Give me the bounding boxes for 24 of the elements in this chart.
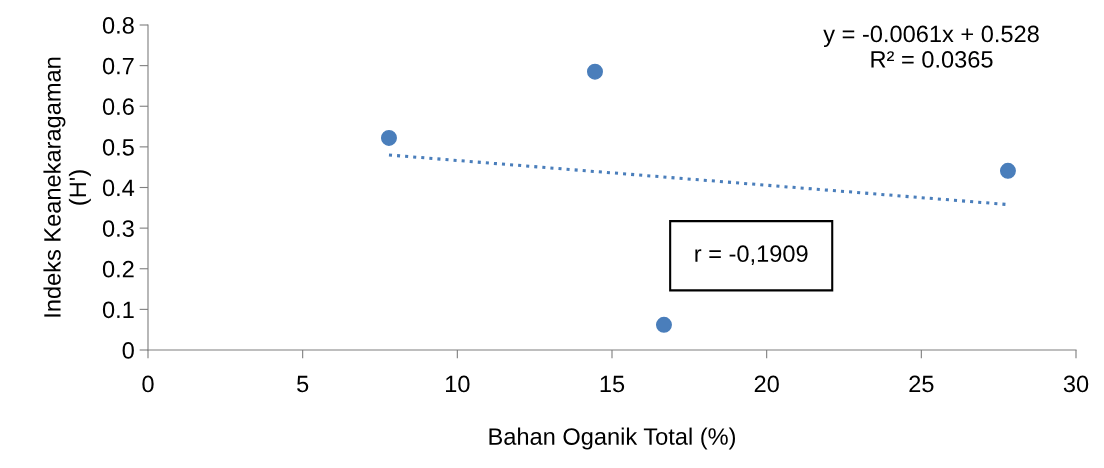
y-tick-label: 0.4 (102, 179, 135, 197)
x-tick-label: 25 (909, 375, 934, 393)
y-tick-label: 0.1 (102, 301, 134, 319)
y-tick-label: 0.6 (102, 98, 134, 116)
y-axis-title: Indeks Keanekaragaman (H') (43, 57, 91, 317)
y-tick-label: 0.5 (102, 138, 134, 156)
y-tick-label: 0.2 (102, 260, 134, 278)
x-tick-label: 10 (446, 375, 470, 393)
y-tick-label: 0.8 (102, 17, 134, 34)
x-tick-label: 20 (754, 375, 779, 393)
point (999, 162, 1016, 179)
point (380, 129, 397, 146)
y-tick-label: 0 (122, 342, 134, 359)
x-axis-title: Bahan Oganik Total (%) (489, 427, 736, 450)
x-tick-label: 15 (600, 375, 625, 393)
annotation: r = -0,1909 (695, 245, 808, 265)
x-tick-label: 0 (142, 375, 154, 393)
annotation: y = -0.0061x + 0.528 R² = 0.0365 (823, 25, 1039, 68)
x-tick-label: 5 (297, 375, 309, 393)
y-tick-label: 0.3 (102, 220, 134, 237)
point (655, 316, 672, 333)
y-tick-label: 0.7 (102, 57, 134, 75)
x-tick-label: 30 (1063, 375, 1089, 393)
point (587, 63, 603, 80)
